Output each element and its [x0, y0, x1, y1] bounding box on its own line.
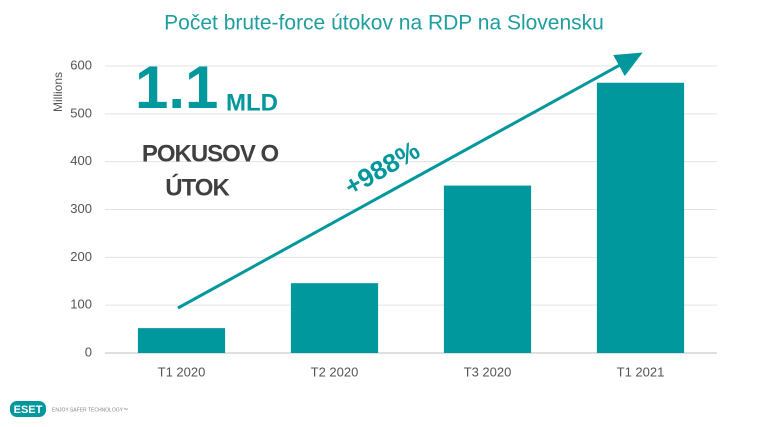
big-unit: MLD [226, 89, 278, 116]
chart-title: Počet brute-force útokov na RDP na Slove… [164, 12, 604, 35]
logo-text: ESET [14, 404, 43, 416]
caption-line: POKUSOV O [142, 140, 279, 167]
caption-line: ÚTOK [165, 173, 230, 201]
bar [137, 328, 226, 353]
y-tick-label: 300 [70, 201, 92, 216]
x-tick-label: T1 2021 [617, 364, 665, 379]
logo-badge [10, 401, 46, 417]
bar [596, 82, 685, 353]
x-tick-label: T2 2020 [311, 364, 359, 379]
bar [443, 185, 532, 353]
x-tick-label: T1 2020 [158, 364, 206, 379]
y-tick-label: 400 [70, 153, 92, 168]
y-tick-label: 500 [70, 105, 92, 120]
y-tick-label: 200 [70, 249, 92, 264]
y-axis-label: Millions [51, 72, 65, 112]
big-number: 1.1 [135, 54, 218, 121]
logo-tagline: ENJOY SAFER TECHNOLOGY™ [52, 407, 128, 413]
y-tick-label: 100 [70, 297, 92, 312]
trend-arrow [177, 52, 643, 310]
bar [290, 283, 379, 353]
x-tick-label: T3 2020 [464, 364, 512, 379]
y-tick-label: 600 [70, 57, 92, 72]
y-tick-label: 0 [85, 344, 92, 359]
growth-label: +988% [339, 135, 425, 202]
